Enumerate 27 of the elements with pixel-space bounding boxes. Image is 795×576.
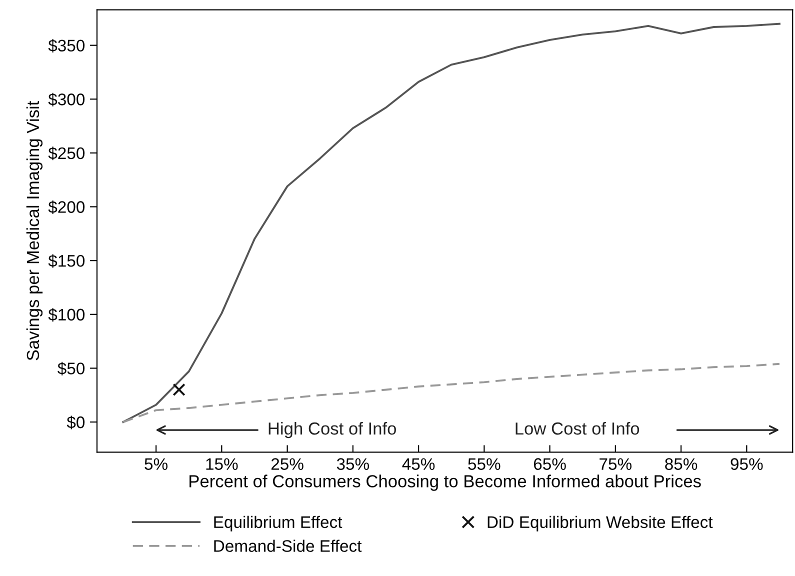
x-tick-label: 85% [665, 458, 698, 470]
line-series [122, 22, 780, 423]
annotation: High Cost of Info [268, 422, 396, 438]
x-tick-label: 95% [730, 458, 763, 470]
y-tick-label: $350 [48, 39, 85, 53]
x-axis-title: Percent of Consumers Choosing to Become Informed about Prices [190, 474, 701, 491]
y-tick-label: $250 [48, 146, 85, 160]
x-tick-label: 75% [600, 458, 632, 470]
x-tick-label: 35% [336, 458, 370, 470]
y-tick-label: $0 [66, 416, 85, 430]
x-tick-label: 45% [402, 458, 435, 470]
y-tick-label: $50 [58, 362, 85, 376]
y-axis-title: Savings per Medical Imaging Visit [26, 100, 43, 360]
x-tick-label: 25% [271, 458, 304, 470]
y-tick-label: $300 [48, 92, 85, 106]
y-tick-label: $200 [48, 200, 85, 214]
legend-label: DiD Equilibrium Website Effect [488, 516, 713, 532]
line-series [122, 362, 780, 423]
x-tick-label: 55% [468, 458, 500, 470]
y-tick-label: $100 [48, 308, 85, 322]
x-tick-label: 15% [206, 458, 238, 470]
legend-label: Demand-Side Effect [214, 540, 362, 552]
x-tick-label: 5% [144, 458, 168, 470]
x-tick-label: 65% [534, 458, 566, 470]
annotation: Low Cost of Info [516, 422, 640, 435]
y-tick-label: $150 [48, 254, 85, 268]
legend-label: Equilibrium Effect [214, 516, 342, 532]
